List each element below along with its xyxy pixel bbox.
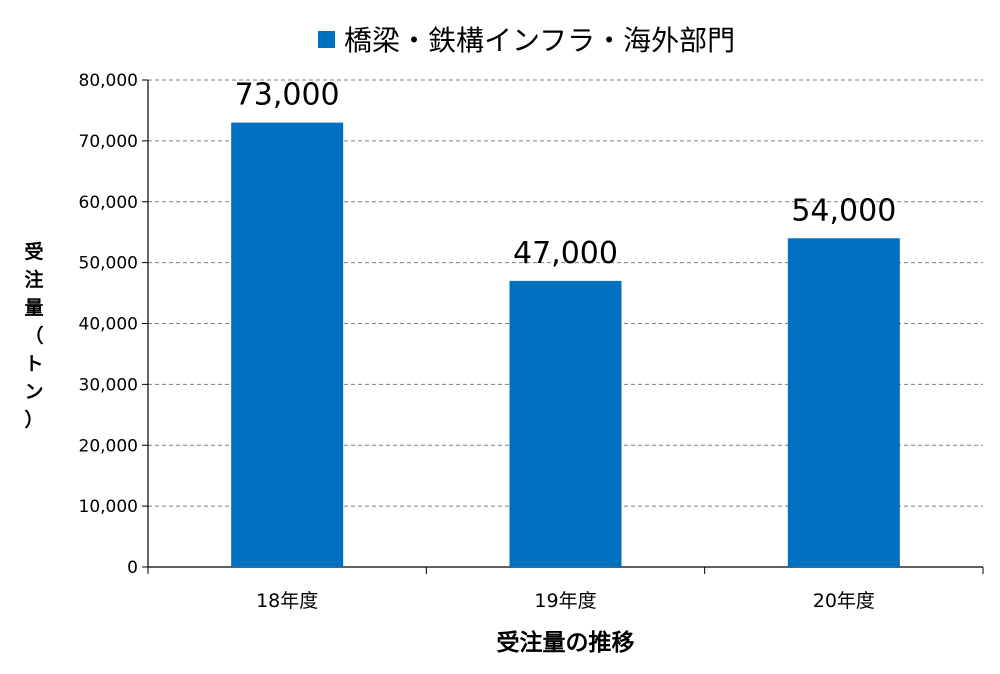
y-tick-label: 80,000 (79, 71, 138, 91)
y-axis-title: 受注量（トン） (24, 240, 43, 431)
legend-swatch (318, 31, 335, 48)
y-tick-label: 70,000 (79, 132, 138, 152)
bars (231, 122, 900, 568)
legend: 橋梁・鉄構インフラ・海外部門 (318, 24, 735, 57)
data-label: 47,000 (513, 236, 618, 271)
y-tick-label: 30,000 (79, 375, 138, 395)
data-label: 54,000 (791, 193, 896, 228)
y-tick-label: 0 (127, 558, 138, 578)
x-tick-label: 20年度 (813, 590, 875, 612)
bar (509, 280, 622, 567)
labels: 0 10,000 20,000 30,000 40,000 50,000 60,000 70,… (79, 71, 897, 612)
x-tick-label: 19年度 (534, 590, 596, 612)
y-tick-label: 10,000 (79, 497, 138, 517)
y-tick-label: 50,000 (79, 254, 138, 274)
data-label: 73,000 (235, 78, 340, 113)
x-tick-label: 18年度 (256, 590, 318, 612)
y-tick-label: 20,000 (79, 436, 138, 456)
x-axis-title: 受注量の推移 (497, 629, 635, 656)
bar (231, 122, 344, 568)
y-tick-label: 40,000 (79, 315, 138, 335)
bar (787, 238, 900, 567)
legend-label: 橋梁・鉄構インフラ・海外部門 (344, 24, 735, 57)
y-tick-label: 60,000 (79, 193, 138, 213)
